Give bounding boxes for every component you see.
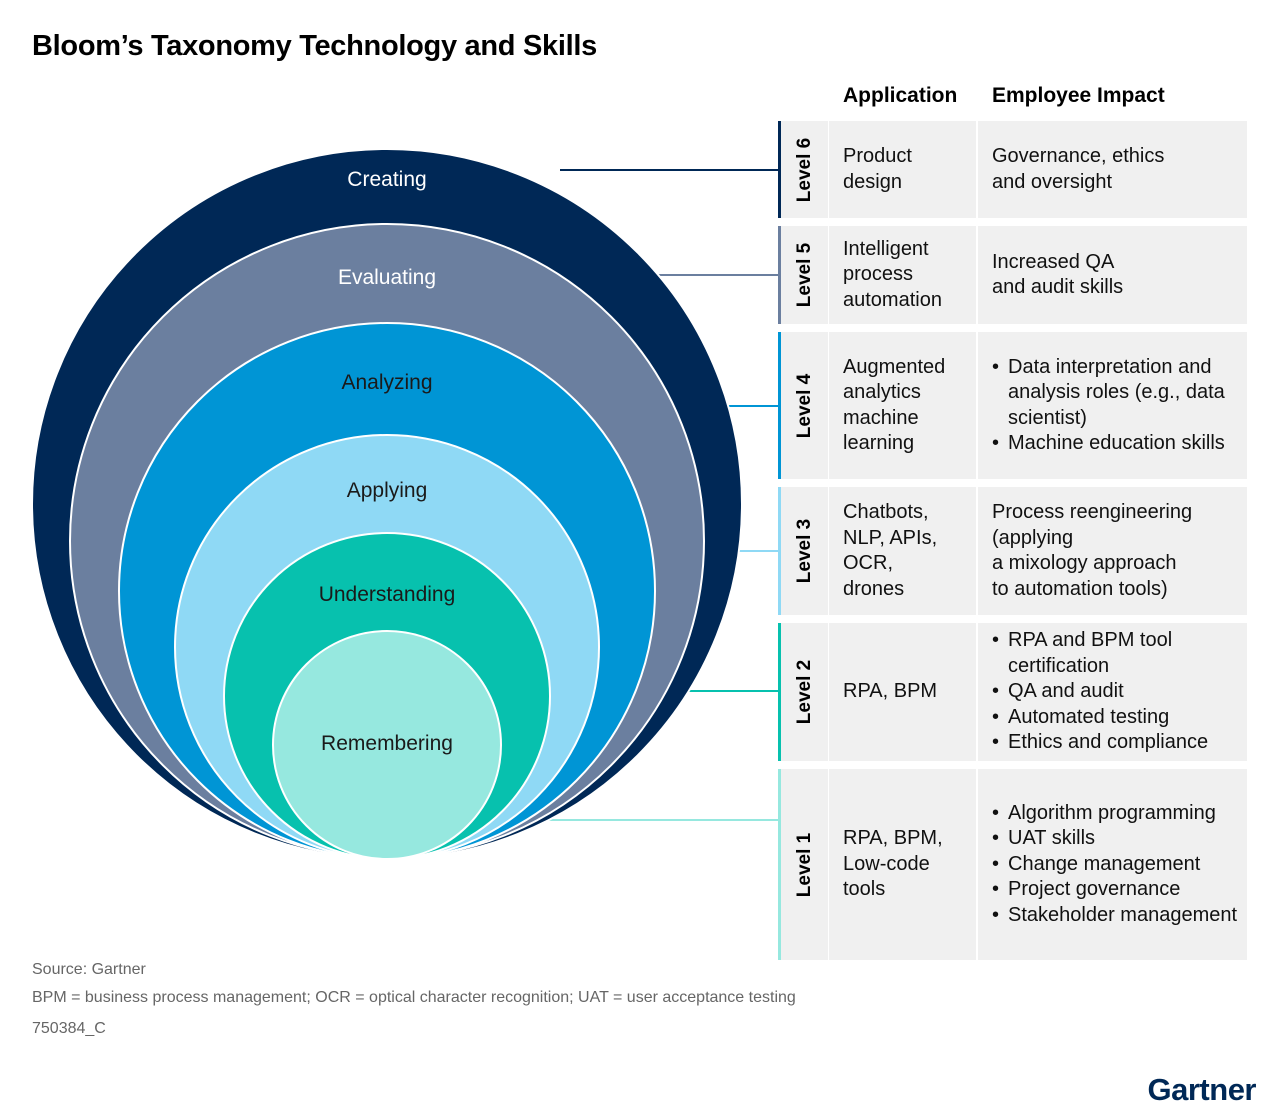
application-cell: Product design <box>829 121 976 218</box>
header-employee-impact: Employee Impact <box>992 84 1165 107</box>
level-label: Level 5 <box>793 242 815 308</box>
label-analyzing: Analyzing <box>341 371 432 394</box>
level-row: Level 1 RPA, BPM, Low-code tools Algorit… <box>778 769 1247 960</box>
impact-list: RPA and BPM tool certification QA and au… <box>992 628 1241 756</box>
impact-cell: Data interpretation and analysis roles (… <box>978 332 1247 479</box>
application-cell: RPA, BPM <box>829 623 976 761</box>
header-application: Application <box>843 84 958 107</box>
application-text: Product design <box>843 145 912 193</box>
impact-bullet: UAT skills <box>992 826 1241 852</box>
level-label-cell: Level 6 <box>778 121 828 218</box>
impact-text: Increased QA and audit skills <box>992 250 1124 299</box>
level-row: Level 3 Chatbots, NLP, APIs, OCR, drones… <box>778 487 1247 615</box>
application-text: Chatbots, NLP, APIs, OCR, drones <box>843 501 938 600</box>
application-text: RPA, BPM <box>843 680 938 703</box>
level-label-cell: Level 1 <box>778 769 828 960</box>
impact-list: Data interpretation and analysis roles (… <box>992 355 1241 457</box>
level-row: Level 6 Product design Governance, ethic… <box>778 121 1247 218</box>
label-evaluating: Evaluating <box>338 266 436 289</box>
label-creating: Creating <box>347 168 426 191</box>
impact-cell: RPA and BPM tool certification QA and au… <box>978 623 1247 761</box>
impact-cell: Increased QA and audit skills <box>978 226 1247 324</box>
label-applying: Applying <box>347 479 428 502</box>
application-cell: Chatbots, NLP, APIs, OCR, drones <box>829 487 976 615</box>
impact-cell: Governance, ethics and oversight <box>978 121 1247 218</box>
page-title: Bloom’s Taxonomy Technology and Skills <box>32 30 597 62</box>
application-text: Augmented analytics machine learning <box>843 355 946 455</box>
circle-remembering <box>272 630 502 860</box>
abbreviation-note: BPM = business process management; OCR =… <box>32 989 796 1006</box>
level-label-cell: Level 2 <box>778 623 828 761</box>
impact-bullet: Project governance <box>992 877 1241 903</box>
level-label-cell: Level 4 <box>778 332 828 479</box>
label-remembering: Remembering <box>321 732 453 755</box>
application-cell: Augmented analytics machine learning <box>829 332 976 479</box>
impact-cell: Process reengineering (applying a mixolo… <box>978 487 1247 615</box>
impact-bullet: Change management <box>992 852 1241 878</box>
application-text: RPA, BPM, Low-code tools <box>843 827 943 901</box>
impact-bullet: Machine education skills <box>992 431 1241 457</box>
impact-list: Algorithm programming UAT skills Change … <box>992 801 1241 929</box>
impact-bullet: Data interpretation and analysis roles (… <box>992 355 1241 432</box>
label-understanding: Understanding <box>319 583 456 606</box>
level-label-cell: Level 3 <box>778 487 828 615</box>
level-label: Level 1 <box>793 832 815 897</box>
level-row: Level 5 Intelligent process automation I… <box>778 226 1247 324</box>
application-text: Intelligent process automation <box>843 237 942 311</box>
impact-cell: Algorithm programming UAT skills Change … <box>978 769 1247 960</box>
impact-text: Governance, ethics and oversight <box>992 145 1165 193</box>
impact-bullet: RPA and BPM tool certification <box>992 628 1241 679</box>
level-label: Level 2 <box>793 659 815 725</box>
level-row: Level 4 Augmented analytics machine lear… <box>778 332 1247 479</box>
application-cell: RPA, BPM, Low-code tools <box>829 769 976 960</box>
impact-bullet: QA and audit <box>992 679 1241 705</box>
level-label-cell: Level 5 <box>778 226 828 324</box>
document-code: 750384_C <box>32 1020 106 1037</box>
gartner-logo: Gartner <box>1147 1072 1257 1107</box>
level-row: Level 2 RPA, BPM RPA and BPM tool certif… <box>778 623 1247 761</box>
level-label: Level 4 <box>793 373 815 438</box>
source-note: Source: Gartner <box>32 961 146 978</box>
impact-text: Process reengineering (applying a mixolo… <box>992 501 1193 600</box>
level-label: Level 3 <box>793 518 815 584</box>
impact-bullet: Automated testing <box>992 705 1241 731</box>
impact-bullet: Algorithm programming <box>992 801 1241 827</box>
impact-bullet: Ethics and compliance <box>992 730 1241 756</box>
impact-bullet: Stakeholder management <box>992 903 1241 929</box>
level-label: Level 6 <box>793 137 815 202</box>
application-cell: Intelligent process automation <box>829 226 976 324</box>
